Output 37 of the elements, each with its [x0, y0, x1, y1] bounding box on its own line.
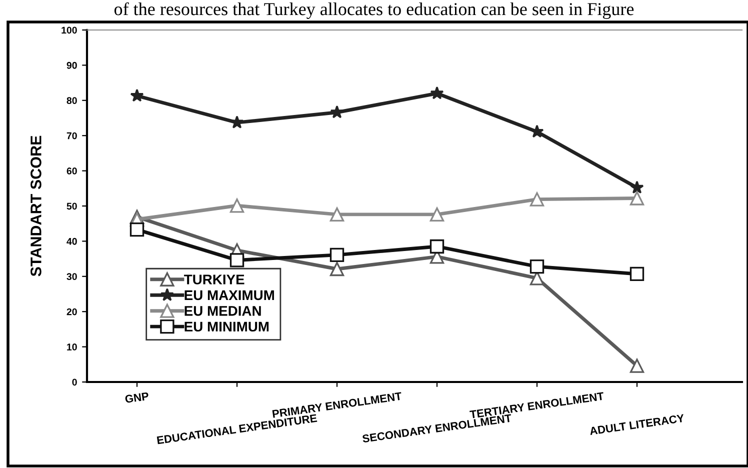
point — [630, 191, 644, 206]
point — [230, 198, 244, 213]
point — [330, 262, 344, 276]
point — [630, 358, 644, 373]
y-tick-label: 60 — [66, 168, 77, 174]
point — [530, 124, 544, 138]
x-tick-label: GNP — [124, 392, 149, 404]
y-tick-label: 100 — [62, 26, 77, 34]
y-tick-label: 10 — [67, 344, 77, 350]
point — [530, 192, 544, 206]
point — [430, 207, 444, 222]
point — [430, 86, 444, 100]
legend-label: TURKIYE — [184, 274, 244, 284]
point — [330, 105, 344, 118]
y-tick-label: 20 — [66, 308, 77, 316]
point — [530, 259, 544, 274]
point — [230, 253, 244, 268]
point — [330, 207, 344, 222]
y-tick-label: 30 — [66, 273, 77, 280]
y-tick-label: 90 — [66, 62, 77, 69]
point — [430, 239, 444, 254]
y-tick-label: 0 — [72, 378, 77, 386]
x-tick-label: ADULT LITERACY — [589, 414, 685, 436]
y-tick-label: 80 — [66, 97, 77, 104]
y-axis-title: STANDART SCORE — [30, 136, 42, 276]
legend-label: EU MEDIAN — [184, 306, 261, 316]
point — [630, 180, 644, 194]
y-tick-label: 70 — [66, 132, 77, 140]
point — [330, 248, 344, 262]
point — [630, 266, 644, 282]
point — [130, 88, 144, 102]
y-tick-label: 40 — [66, 238, 77, 245]
legend-label: EU MAXIMUM — [184, 290, 274, 300]
y-tick-label: 50 — [66, 202, 77, 210]
text: of the resources that Turkey allocates to education can be seen in Figure — [114, 2, 634, 19]
point — [130, 222, 144, 237]
legend-label: EU MINIMUM — [184, 322, 269, 332]
